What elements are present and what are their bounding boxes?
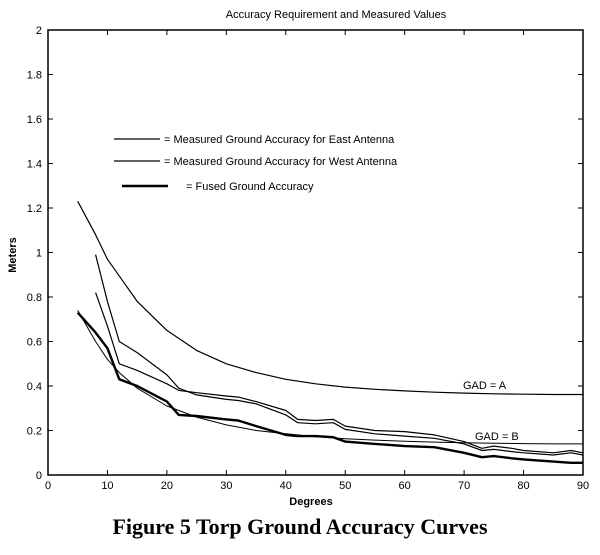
series-line-measured-ground-accuracy-for-east-antenna (95, 292, 584, 454)
x-tick-label: 30 (220, 480, 232, 492)
x-tick-label: 70 (458, 480, 470, 492)
gad-annotation: GAD = A (463, 380, 507, 392)
chart-title: Accuracy Requirement and Measured Values (226, 9, 447, 21)
y-tick-label: 0 (36, 470, 42, 482)
y-tick-label: 0.2 (27, 426, 42, 438)
series-line-gad-a (77, 201, 583, 396)
x-tick-label: 0 (45, 480, 51, 492)
y-tick-label: 1.8 (27, 70, 42, 82)
series-lines (76, 201, 584, 464)
x-tick-label: 90 (577, 480, 589, 492)
legend-label: = Measured Ground Accuracy for East Ante… (164, 134, 395, 146)
x-axis-label: Degrees (289, 496, 332, 508)
axis-ticks: 0 10 20 30 40 50 60 70 80 90 0 0.2 0.4 0.6 0.8 1 1.2 1.4 1… (27, 25, 589, 492)
legend-label: = Measured Ground Accuracy for West Ante… (164, 156, 398, 168)
x-tick-label: 80 (517, 480, 529, 492)
legend-label: = Fused Ground Accuracy (186, 181, 314, 193)
gad-annotation: GAD = B (475, 431, 519, 443)
y-tick-label: 1 (36, 248, 42, 260)
y-tick-label: 1.6 (27, 114, 42, 126)
plot-area (47, 29, 584, 476)
x-tick-label: 60 (399, 480, 411, 492)
accuracy-line-chart: Accuracy Requirement and Measured Values… (7, 9, 589, 508)
legend: = Measured Ground Accuracy for East Ante… (114, 134, 398, 193)
x-tick-label: 10 (101, 480, 113, 492)
y-tick-label: 1.2 (27, 203, 42, 215)
series-line-fused-ground-accuracy (76, 311, 583, 464)
x-tick-label: 40 (280, 480, 292, 492)
figure-caption: Figure 5 Torp Ground Accuracy Curves (112, 514, 488, 539)
y-tick-label: 1.4 (27, 159, 42, 171)
y-axis-label: Meters (7, 237, 19, 272)
y-tick-label: 0.8 (27, 292, 42, 304)
x-tick-label: 20 (161, 480, 173, 492)
y-tick-label: 0.4 (27, 381, 42, 393)
annotations: GAD = A GAD = B (463, 380, 519, 443)
series-line-measured-ground-accuracy-for-west-antenna (95, 254, 584, 456)
x-tick-label: 50 (339, 480, 351, 492)
y-tick-label: 0.6 (27, 337, 42, 349)
y-tick-label: 2 (36, 25, 42, 37)
